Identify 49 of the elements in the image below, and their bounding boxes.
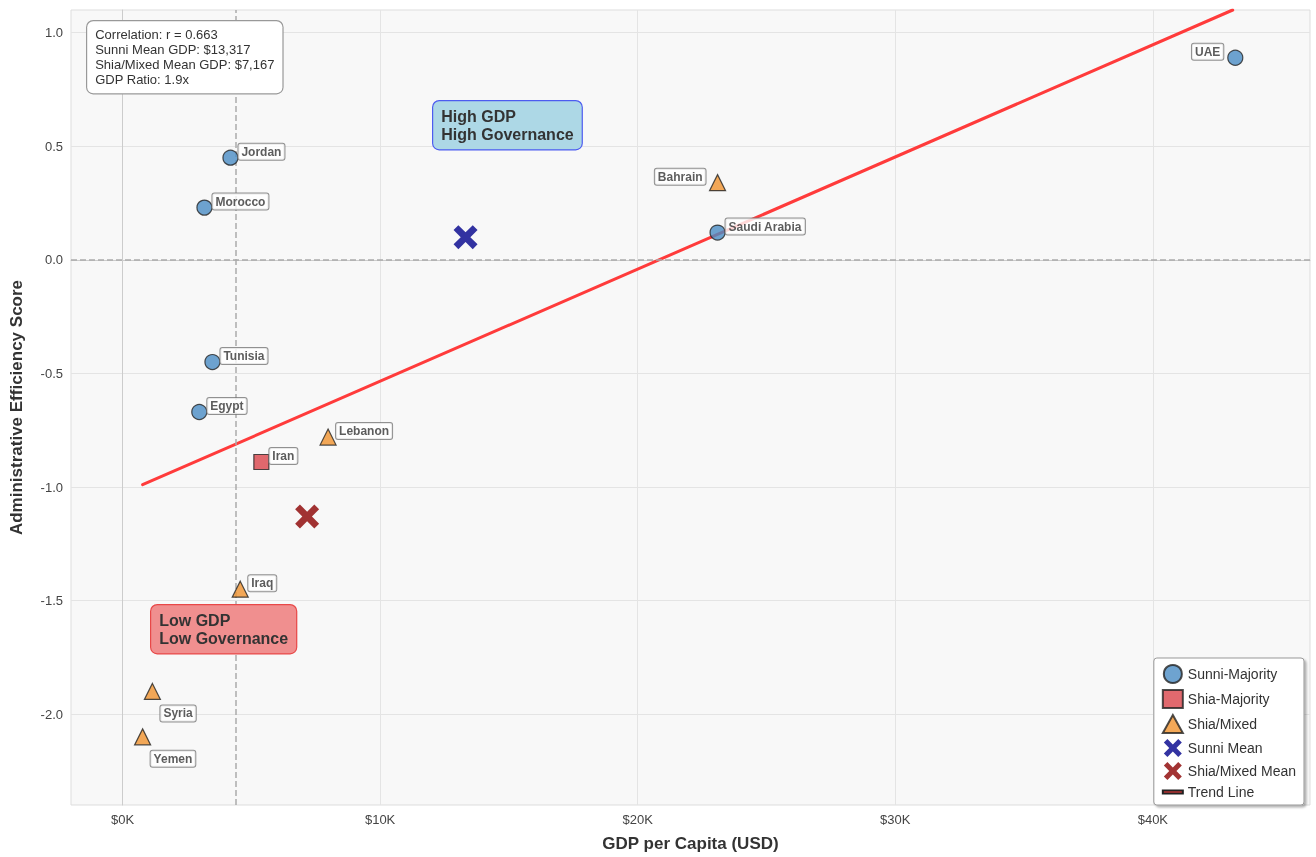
point — [143, 682, 161, 701]
annotation: High GDP High Governance — [441, 107, 574, 143]
data-label: Morocco — [215, 194, 266, 209]
data-label: Bahrain — [657, 169, 703, 184]
data-label: Saudi Arabia — [728, 219, 802, 234]
point — [253, 453, 270, 471]
data-label: Syria — [163, 706, 194, 721]
point — [196, 199, 213, 216]
x-tick-label: $40K — [1137, 812, 1169, 827]
legend-label: Sunni-Majority — [1187, 666, 1278, 682]
data-label: UAE — [1194, 44, 1221, 59]
y-tick-label: -1.5 — [40, 593, 63, 609]
annotation: Low GDP Low Governance — [159, 611, 289, 647]
legend-label: Trend Line — [1187, 784, 1255, 800]
data-label: Egypt — [210, 399, 244, 414]
y-tick-label: 1.0 — [44, 25, 63, 41]
point — [204, 353, 221, 371]
point — [708, 174, 727, 192]
y-tick-label: -0.5 — [40, 365, 63, 381]
legend-label: Shia/Mixed — [1187, 716, 1258, 732]
point — [222, 149, 239, 166]
y-tick-label: 0.5 — [44, 138, 63, 154]
legend-label: Shia-Majority — [1187, 691, 1270, 707]
y-tick-label: 0.0 — [44, 252, 63, 268]
x-tick-label: $0K — [110, 812, 135, 827]
data-label: Tunisia — [223, 349, 265, 364]
y-axis-title: Administrative Efficiency Score — [7, 279, 26, 536]
data-label: Iran — [272, 449, 295, 464]
point — [134, 728, 152, 746]
data-label: Jordan — [241, 144, 282, 159]
x-tick-label: $30K — [880, 812, 911, 827]
x-tick-label: $20K — [622, 812, 654, 827]
point — [191, 403, 208, 421]
data-label: Yemen — [153, 751, 193, 766]
point — [1227, 49, 1244, 66]
point — [319, 428, 337, 446]
point — [295, 504, 320, 529]
annotation: Correlation: r = 0.663 Sunni Mean GDP: $13,317 Shia/Mixed Mean GDP: $7,167 GDP Ratio: 1.9x — [95, 27, 275, 88]
legend-label: Sunni Mean — [1187, 740, 1263, 756]
x-axis-title: GDP per Capita (USD) — [602, 834, 779, 853]
data-label: Lebanon — [339, 424, 390, 439]
y-tick-label: -1.0 — [40, 479, 63, 495]
legend-label: Shia/Mixed Mean — [1187, 763, 1297, 779]
x-tick-label: $10K — [364, 812, 396, 827]
data-label: Iraq — [251, 576, 274, 591]
point — [231, 580, 249, 598]
point — [709, 224, 726, 241]
point — [453, 225, 478, 250]
y-tick-label: -2.0 — [40, 706, 63, 722]
